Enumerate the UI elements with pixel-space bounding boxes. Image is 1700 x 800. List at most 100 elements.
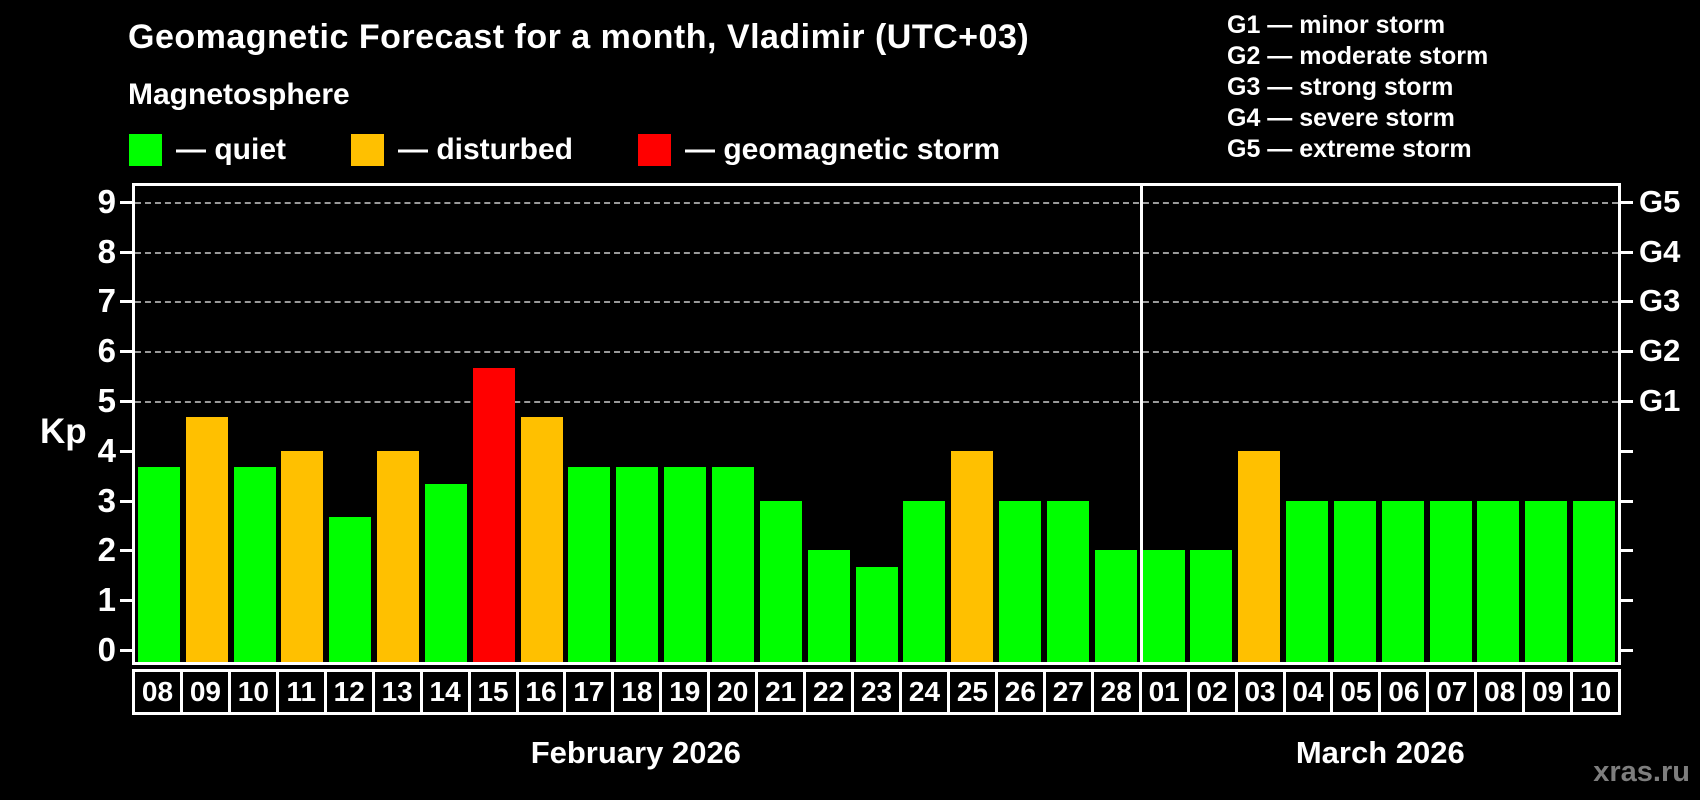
y-tick-label-8: 8 <box>97 232 116 270</box>
kp-bar-day-02 <box>1190 550 1233 662</box>
storm-scale-item: G5 — extreme storm <box>1227 135 1472 163</box>
kp-bar-day-21 <box>759 500 802 662</box>
kp-bar-day-07 <box>1429 500 1472 662</box>
day-label: 03 <box>1234 669 1286 715</box>
y-tick-left-8 <box>120 250 132 254</box>
day-label: 07 <box>1426 669 1478 715</box>
y-tick-left-1 <box>120 599 132 603</box>
day-label: 19 <box>659 669 711 715</box>
day-label: 08 <box>1474 669 1526 715</box>
y-tick-right-8 <box>1621 250 1633 254</box>
day-label: 25 <box>946 669 998 715</box>
day-label: 09 <box>179 669 231 715</box>
storm-swatch-icon <box>638 134 672 166</box>
legend-label: — disturbed <box>398 133 574 166</box>
y-tick-right-9 <box>1621 200 1633 204</box>
day-label: 26 <box>994 669 1046 715</box>
kp-bar-day-23 <box>855 566 898 662</box>
y-tick-right-0 <box>1621 649 1633 652</box>
right-axis-label-G1: G1 <box>1639 383 1681 418</box>
month-separator-line <box>1140 186 1143 662</box>
y-tick-label-0: 0 <box>97 631 116 668</box>
day-label: 27 <box>1042 669 1094 715</box>
storm-scale-item: G4 — severe storm <box>1227 104 1455 132</box>
y-tick-left-0 <box>120 649 132 652</box>
legend-label: — quiet <box>176 133 286 166</box>
kp-bar-day-20 <box>711 467 754 662</box>
day-label: 01 <box>1138 669 1190 715</box>
y-tick-right-4 <box>1621 449 1633 453</box>
kp-bar-day-09 <box>185 417 228 662</box>
magnetosphere-label: Magnetosphere <box>128 78 350 111</box>
kp-bar-day-25 <box>951 450 994 662</box>
storm-scale-legend: G1 — minor storm G2 — moderate storm G3 — … <box>1227 10 1488 165</box>
day-label: 18 <box>611 669 663 715</box>
y-tick-left-7 <box>120 300 132 304</box>
gridline-kp7 <box>135 301 1618 304</box>
month-label-march: March 2026 <box>1295 735 1465 770</box>
kp-bar-day-17 <box>568 467 611 662</box>
disturbed-swatch-icon <box>351 134 384 166</box>
day-label: 14 <box>419 669 471 715</box>
kp-bar-day-04 <box>1286 500 1329 662</box>
day-label: 17 <box>563 669 615 715</box>
legend-item-quiet: — quiet <box>129 133 286 167</box>
kp-bar-day-09 <box>1525 500 1568 662</box>
storm-scale-item: G1 — minor storm <box>1227 11 1446 39</box>
x-axis-day-labels: 08 09 10 11 12 13 14 15 16 17 18 19 20 21 22 23 24 25 26 27… <box>132 669 1622 715</box>
kp-bar-day-10 <box>1573 500 1616 662</box>
kp-bar-day-27 <box>1046 500 1089 662</box>
right-axis-label-G2: G2 <box>1639 333 1681 369</box>
y-tick-right-6 <box>1621 350 1633 354</box>
y-tick-label-9: 9 <box>97 182 116 220</box>
kp-bar-day-03 <box>1238 450 1281 662</box>
day-label: 06 <box>1378 669 1430 715</box>
y-tick-right-1 <box>1621 599 1633 603</box>
y-tick-label-1: 1 <box>97 581 116 619</box>
legend-label: — geomagnetic storm <box>685 133 1001 166</box>
y-tick-left-2 <box>120 549 132 553</box>
y-tick-right-3 <box>1621 499 1633 503</box>
kp-bar-day-16 <box>520 417 563 662</box>
y-tick-label-7: 7 <box>97 282 116 320</box>
kp-bar-day-26 <box>999 500 1042 662</box>
y-tick-label-5: 5 <box>97 382 116 419</box>
status-legend: — quiet — disturbed — geomagnetic storm <box>129 133 1000 167</box>
day-label: 09 <box>1522 669 1574 715</box>
kp-bar-day-22 <box>807 550 850 662</box>
kp-bar-day-13 <box>377 450 420 662</box>
kp-bar-day-14 <box>424 484 467 662</box>
kp-bar-day-10 <box>233 467 276 662</box>
day-label: 11 <box>275 669 327 715</box>
y-tick-right-5 <box>1621 400 1633 403</box>
kp-bar-day-08 <box>137 467 180 662</box>
gridline-kp9 <box>135 201 1618 204</box>
day-label: 10 <box>1570 669 1622 715</box>
storm-scale-item: G2 — moderate storm <box>1227 42 1489 70</box>
y-tick-left-6 <box>120 350 132 354</box>
day-label: 08 <box>132 669 183 715</box>
y-tick-right-2 <box>1621 549 1633 553</box>
day-label: 24 <box>899 669 950 715</box>
plot-area <box>132 183 1621 665</box>
kp-bar-day-28 <box>1094 550 1137 662</box>
gridline-kp5 <box>135 401 1618 403</box>
y-tick-right-7 <box>1621 300 1633 304</box>
kp-bar-day-12 <box>329 517 372 662</box>
day-label: 22 <box>803 669 855 715</box>
day-label: 02 <box>1186 669 1238 715</box>
y-tick-label-4: 4 <box>97 431 116 469</box>
legend-item-disturbed: — disturbed <box>351 133 573 167</box>
y-tick-left-4 <box>120 449 132 453</box>
day-label: 16 <box>515 669 567 715</box>
day-label: 23 <box>851 669 902 715</box>
chart-title: Geomagnetic Forecast for a month, Vladim… <box>128 18 1030 56</box>
watermark: xras.ru <box>1593 756 1690 788</box>
y-tick-label-6: 6 <box>97 332 116 370</box>
kp-bar-day-24 <box>903 500 946 662</box>
kp-bar-day-05 <box>1333 500 1376 662</box>
y-tick-left-5 <box>120 400 132 403</box>
day-label: 13 <box>371 669 423 715</box>
day-label: 20 <box>707 669 759 715</box>
day-label: 12 <box>323 669 375 715</box>
